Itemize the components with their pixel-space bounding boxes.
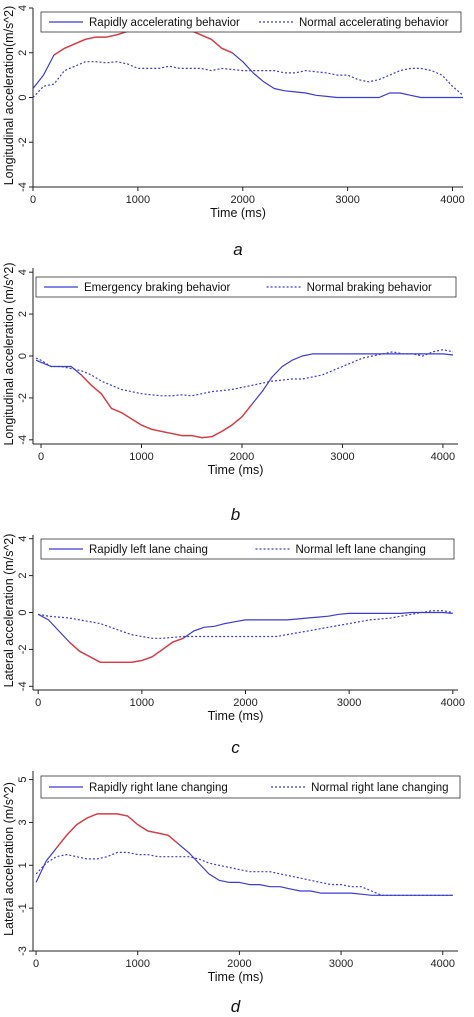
x-axis-title: Time (ms) — [210, 206, 266, 220]
series-line-rapid — [35, 813, 453, 896]
legend-label: Normal braking behavior — [307, 282, 432, 294]
y-tick-label: -2 — [17, 645, 29, 655]
x-tick-label: 3000 — [329, 958, 353, 970]
series-line-normal — [35, 349, 454, 397]
x-tick-label: 0 — [33, 958, 39, 970]
x-tick-label: 4000 — [431, 451, 455, 463]
x-tick-label: 1000 — [129, 451, 153, 463]
series-line-normal — [32, 61, 464, 98]
y-tick-label: 2 — [17, 311, 29, 317]
legend-label: Rapidly right lane changing — [89, 782, 228, 794]
x-tick-label: 3000 — [337, 697, 361, 709]
legend-label: Emergency braking behavior — [84, 282, 231, 294]
chart-panel-c: 0 1000 2000 3000 4000 -4 -2 0 2 4 Time (ms) Lateral… — [2, 534, 465, 757]
panel-caption: c — [231, 738, 240, 757]
y-tick-label: 2 — [17, 573, 29, 579]
y-tick-label: 2 — [17, 50, 29, 56]
x-tick-label: 0 — [38, 451, 44, 463]
panel-caption: a — [233, 240, 242, 259]
y-axis-title: Lateral acceleration (m/s^2) — [2, 534, 16, 688]
legend-box — [40, 11, 462, 33]
panel-caption: b — [231, 505, 240, 524]
y-tick-label: -2 — [17, 137, 29, 147]
x-tick-label: 4000 — [441, 697, 465, 709]
legend-label: Normal left lane changing — [296, 544, 426, 556]
x-tick-label: 2000 — [233, 697, 257, 709]
x-tick-label: 2000 — [230, 451, 254, 463]
y-tick-label: -3 — [17, 946, 29, 956]
legend-box — [40, 538, 455, 560]
chart-panel-d: 0 1000 2000 3000 4000 -3 -1 1 3 5 Time (ms) Lateral… — [2, 771, 461, 1016]
y-tick-label: -4 — [17, 182, 29, 192]
y-tick-label: -4 — [17, 435, 29, 445]
x-axis-title: Time (ms) — [208, 463, 264, 477]
x-tick-label: 3000 — [330, 451, 354, 463]
y-tick-label: -1 — [17, 903, 29, 913]
chart-panel-b: 0 1000 2000 3000 4000 -4 -2 0 2 4 Time (ms) Longitu… — [2, 262, 458, 524]
legend-label: Normal right lane changing — [311, 782, 448, 794]
y-tick-label: -4 — [17, 681, 29, 691]
x-axis-title: Time (ms) — [208, 970, 264, 984]
series-highlight-segment — [55, 813, 179, 849]
x-tick-label: 2000 — [231, 194, 255, 206]
y-tick-label: 3 — [17, 819, 29, 825]
x-tick-label: 1000 — [125, 958, 149, 970]
y-axis-title: Lateral acceleration (m/s^2) — [2, 782, 16, 936]
y-tick-label: 0 — [17, 609, 29, 615]
series-line-rapid — [37, 611, 453, 663]
legend-box — [40, 775, 461, 799]
x-tick-label: 1000 — [126, 194, 150, 206]
x-tick-label: 4000 — [431, 958, 455, 970]
y-tick-label: 5 — [17, 777, 29, 783]
x-tick-label: 0 — [30, 194, 36, 206]
y-tick-label: 4 — [17, 269, 29, 275]
y-tick-label: 0 — [17, 94, 29, 100]
series-line-normal — [38, 610, 453, 639]
chart-panel-a: 0 1000 2000 3000 4000 -4 -2 0 2 4 Time (ms) Longitu… — [2, 5, 465, 259]
legend-label: Rapidly left lane chaing — [89, 544, 208, 556]
legend-box — [35, 276, 457, 298]
y-axis-title: Longitudinal acceleration (m/s^2) — [2, 262, 16, 445]
y-axis-title: Longitudinal acceleration(m/s^2) — [2, 6, 16, 186]
x-tick-label: 0 — [35, 697, 41, 709]
legend-label: Rapidly accelerating behavior — [89, 17, 240, 29]
y-tick-label: -2 — [17, 393, 29, 403]
series-highlight-segment — [68, 637, 184, 663]
x-tick-label: 4000 — [440, 194, 464, 206]
series-highlight-segment — [80, 374, 253, 439]
legend-label: Normal accelerating behavior — [299, 17, 449, 29]
y-tick-label: 4 — [17, 536, 29, 542]
y-tick-label: 1 — [17, 862, 29, 868]
series-line-rapid — [35, 353, 454, 439]
x-tick-label: 2000 — [227, 958, 251, 970]
x-axis-title: Time (ms) — [208, 709, 264, 723]
y-tick-label: 0 — [17, 353, 29, 359]
y-tick-label: 4 — [17, 5, 29, 11]
x-tick-label: 3000 — [335, 194, 359, 206]
panel-caption: d — [231, 997, 241, 1016]
x-tick-label: 1000 — [130, 697, 154, 709]
series-line-normal — [35, 851, 453, 896]
